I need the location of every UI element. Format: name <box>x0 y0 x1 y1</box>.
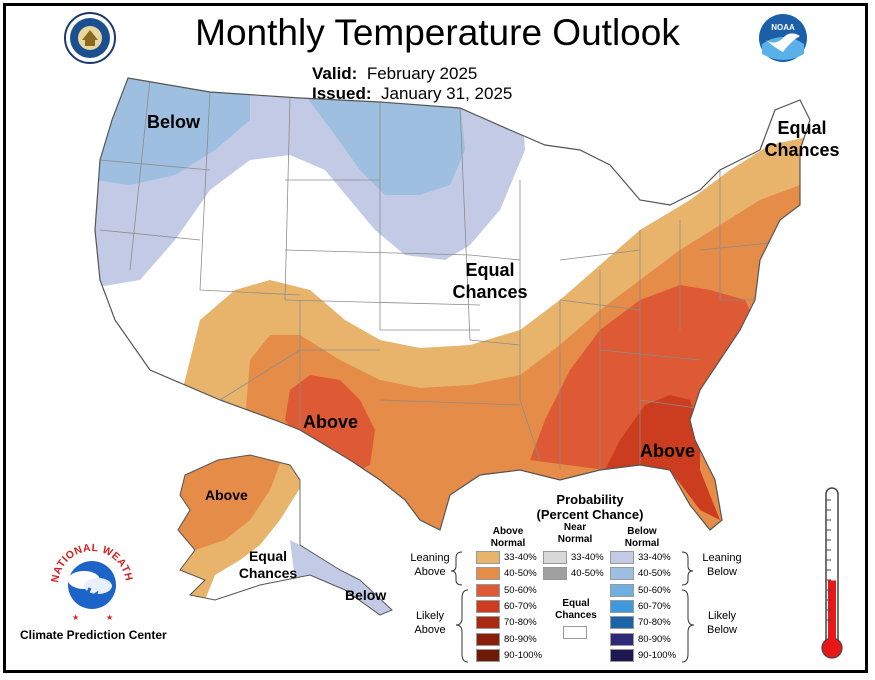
legend-likely-above: Likely Above <box>414 610 446 636</box>
legend-below-swatch <box>610 583 634 597</box>
commerce-seal-logo <box>64 12 116 64</box>
legend-below-label: 33-40% <box>638 552 671 563</box>
noaa-text: NOAA <box>771 23 795 32</box>
label-equal-central: Equal Chances <box>452 260 528 302</box>
legend-brackets <box>450 551 695 663</box>
legend-below-swatch <box>610 616 634 630</box>
thermometer-icon <box>821 487 843 659</box>
valid-label: Valid: <box>312 64 358 83</box>
legend-near-swatch <box>543 551 567 564</box>
svg-text:★: ★ <box>72 613 79 622</box>
valid-value: February 2025 <box>366 64 478 83</box>
legend-above-swatch <box>476 551 500 564</box>
label-equal-ak: Equal Chances <box>238 548 298 581</box>
legend-below-label: 70-80% <box>638 617 671 629</box>
legend-above-swatch <box>476 567 500 581</box>
issued-line: Issued: January 31, 2025 <box>312 84 512 104</box>
legend-likely-below: Likely Below <box>707 610 737 636</box>
legend-above-swatch <box>476 648 500 662</box>
legend-below-swatch <box>610 632 634 646</box>
legend-equal-label: Equal Chances <box>555 598 597 621</box>
noaa-logo: NOAA <box>759 14 807 62</box>
below-40-50-north <box>305 95 465 195</box>
legend-above-label: 40-50% <box>504 568 537 580</box>
legend-below-label: 40-50% <box>638 568 671 580</box>
above-50-60-tx <box>285 375 375 475</box>
legend-below-label: 80-90% <box>638 633 671 645</box>
legend-below-label: 90-100% <box>638 649 677 661</box>
legend-above-label: 33-40% <box>504 552 537 563</box>
conus-outline <box>94 77 811 531</box>
legend-above-swatch <box>476 616 500 630</box>
issued-value: January 31, 2025 <box>380 84 513 103</box>
legend-above-label: 90-100% <box>504 649 543 661</box>
map-frame <box>3 3 868 673</box>
label-below-nw: Below <box>147 112 201 132</box>
legend-below-swatch <box>610 551 634 564</box>
above-50-60-se <box>530 285 760 480</box>
legend-near-head: Near Normal <box>557 522 593 545</box>
legend-near-label: 40-50% <box>571 568 604 580</box>
legend-below-swatch <box>610 648 634 662</box>
conus-region <box>95 78 810 530</box>
ak-above-40-50 <box>178 455 285 550</box>
legend-above-label: 80-90% <box>504 633 537 645</box>
legend-near-label: 33-40% <box>571 552 604 563</box>
legend-below-label: 50-60% <box>638 584 671 596</box>
legend-equal-swatch <box>563 626 587 639</box>
legend-above-head: Above Normal <box>490 526 526 549</box>
legend-above-swatch <box>476 583 500 597</box>
issued-label: Issued: <box>312 84 372 103</box>
legend-above-label: 50-60% <box>504 584 537 596</box>
legend-near-swatch <box>543 567 567 581</box>
label-above-se: Above <box>640 441 696 461</box>
alaska-outline <box>177 454 393 616</box>
label-below-ak: Below <box>345 587 387 603</box>
state-boundaries <box>99 79 801 470</box>
label-above-tx: Above <box>303 412 359 432</box>
legend-above-swatch <box>476 632 500 646</box>
legend-below-swatch <box>610 567 634 581</box>
legend-above-label: 70-80% <box>504 617 537 629</box>
legend-below-swatch <box>610 599 634 613</box>
valid-line: Valid: February 2025 <box>312 64 477 84</box>
ak-below-33-40 <box>290 540 392 615</box>
legend-above-label: 60-70% <box>504 600 537 612</box>
legend-above-swatch <box>476 599 500 613</box>
label-equal-ne: Equal Chances <box>764 118 840 160</box>
legend-leaning-above: Leaning Above <box>410 552 450 578</box>
svg-text:★: ★ <box>106 613 113 622</box>
cpc-label: Climate Prediction Center <box>20 628 167 642</box>
below-40-50-nw <box>95 78 250 185</box>
legend-leaning-below: Leaning Below <box>702 552 742 578</box>
legend-below-label: 60-70% <box>638 600 671 612</box>
legend-below-head: Below Normal <box>624 526 660 549</box>
legend-title: Probability (Percent Chance) <box>536 492 644 522</box>
label-above-ak: Above <box>205 487 248 503</box>
page-title: Monthly Temperature Outlook <box>195 12 680 53</box>
